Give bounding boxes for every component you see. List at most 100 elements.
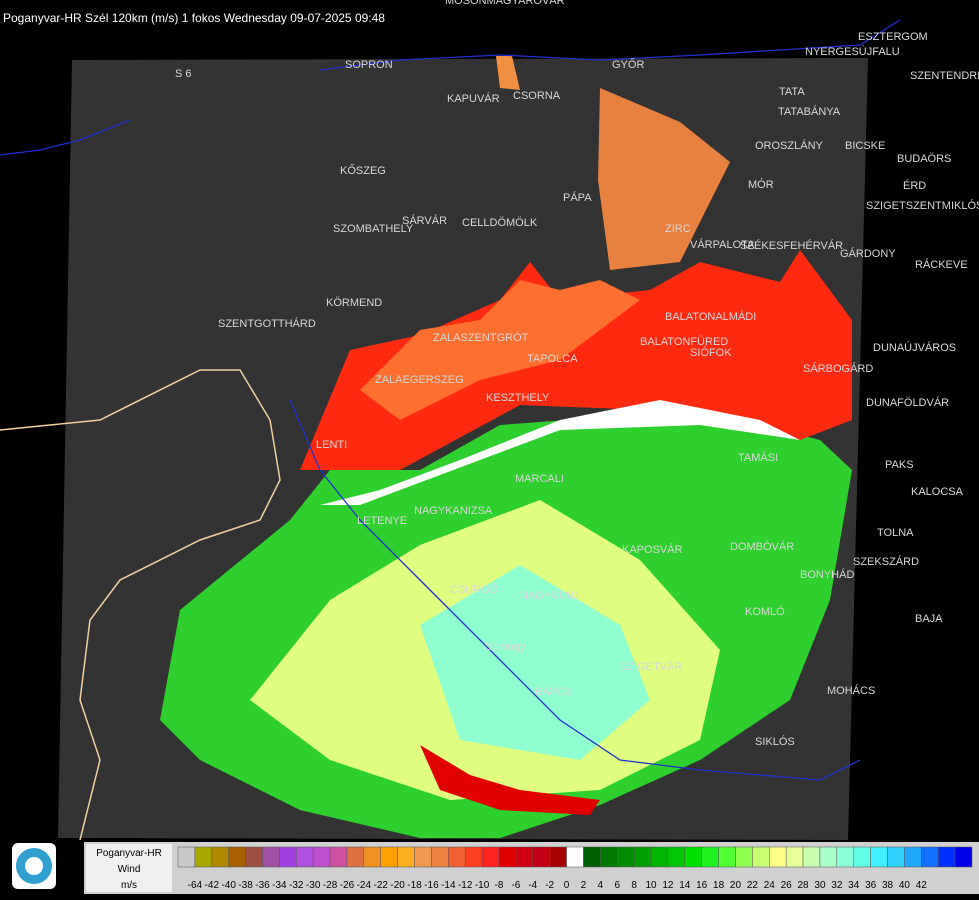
legend-swatch: [887, 846, 905, 868]
legend-label: 10: [645, 880, 657, 891]
legend-label: -42: [205, 880, 220, 891]
place-label: KOMLÓ: [745, 605, 785, 618]
legend-label: 20: [730, 880, 742, 891]
place-label: DUNAÚJVÁROS: [873, 341, 956, 354]
legend-swatch: [701, 846, 719, 868]
legend-swatch: [684, 846, 702, 868]
legend-swatch: [600, 846, 618, 868]
place-label: TAPOLCA: [527, 353, 578, 365]
legend-label: -2: [545, 880, 554, 891]
legend-swatch: [448, 846, 466, 868]
legend-label: 12: [662, 880, 674, 891]
place-label: SÁRVÁR: [402, 214, 447, 227]
title: Poganyvar-HR Szél 120km (m/s) 1 fokos We…: [3, 11, 385, 25]
legend-label: -12: [458, 880, 473, 891]
legend-swatch: [616, 846, 635, 868]
place-label: BICSKE: [845, 140, 885, 152]
legend-label: 8: [631, 880, 637, 891]
place-labels: MOSONMAGYARÓVÁR SOPRON KAPUVÁR CSORNA GYŐR TA…: [175, 0, 979, 748]
place-label: PAKS: [885, 459, 914, 471]
place-label: CSURGÓ: [450, 583, 499, 596]
place-label: NYERGESÚJFALU: [805, 45, 900, 58]
place-label: RÁCKEVE: [915, 258, 968, 271]
legend-label: -30: [306, 880, 321, 891]
place-label: KESZTHELY: [486, 392, 550, 404]
place-label: BALATONFÜRED: [640, 336, 728, 348]
place-label: KALOCSA: [911, 486, 964, 498]
legend-label: 22: [747, 880, 759, 891]
place-label: ZALASZENTGRÓT: [433, 331, 529, 344]
legend-label: -20: [390, 880, 405, 891]
legend-swatch: [329, 846, 348, 868]
place-label: KAPUVÁR: [447, 92, 500, 105]
place-label: TOLNA: [877, 527, 914, 539]
legend-swatch: [921, 846, 939, 868]
country-border: [0, 369, 281, 841]
legend-label: -22: [373, 880, 388, 891]
legend-swatch: [954, 846, 973, 868]
place-label: SZIGETSZENTMIKLÓS: [866, 199, 979, 212]
legend-swatch: [245, 846, 263, 868]
legend-label: 4: [598, 880, 604, 891]
legend-swatch: [752, 846, 770, 868]
place-label: NAGYKANIZSA: [414, 505, 493, 517]
legend-swatch: [583, 846, 601, 868]
legend-swatch: [228, 846, 246, 868]
place-label: BUDAÖRS: [897, 153, 951, 165]
place-label: MOSONMAGYARÓVÁR: [445, 0, 565, 7]
legend-label: 0: [564, 880, 570, 891]
legend-label: -4: [528, 880, 537, 891]
legend-label: 38: [882, 880, 894, 891]
legend-box: [86, 844, 172, 892]
place-label: ZALAEGERSZEG: [375, 374, 464, 386]
place-label: BARCS: [535, 686, 573, 698]
place-label: SZOMBATHELY: [333, 223, 414, 235]
legend-label: 36: [865, 880, 877, 891]
place-label: SZENTGOTTHÁRD: [218, 317, 316, 330]
place-label: S 6: [175, 68, 192, 80]
legend-label: 2: [581, 880, 587, 891]
place-label: SIÓFOK: [690, 346, 732, 359]
place-label: SZENTENDRE: [910, 70, 979, 82]
place-label: ESZTERGOM: [858, 31, 928, 43]
place-label: VÁRPALOTA: [690, 238, 755, 251]
legend-swatch: [904, 846, 922, 868]
place-label: KŐSZEG: [340, 163, 386, 177]
legend-label: -36: [255, 880, 270, 891]
legend-label: -6: [511, 880, 520, 891]
legend-label: -24: [357, 880, 372, 891]
legend-swatch: [296, 846, 314, 868]
place-label: BAJA: [915, 613, 943, 625]
place-label: MÓR: [748, 178, 774, 191]
legend-swatch: [211, 846, 229, 868]
legend-swatch: [667, 846, 686, 868]
place-label: TATA: [779, 86, 805, 98]
legend-label: 34: [848, 880, 860, 891]
legend-swatch: [262, 846, 280, 868]
place-label: SZEKSZÁRD: [853, 555, 919, 568]
legend-label: -8: [495, 880, 504, 891]
place-label: SIKLÓS: [755, 735, 795, 748]
borders: [0, 19, 901, 781]
legend-swatch: [870, 846, 888, 868]
place-label: OROSZLÁNY: [755, 139, 824, 152]
legend-swatch: [515, 846, 534, 868]
legend-label: 42: [916, 880, 928, 891]
place-label: BALATONALMÁDI: [665, 310, 756, 323]
legend-label: 14: [679, 880, 691, 891]
legend-swatch: [650, 846, 669, 868]
legend-label: -16: [424, 880, 439, 891]
legend-label: -14: [441, 880, 456, 891]
legend-swatch: [312, 846, 331, 868]
legend-swatch: [397, 846, 415, 868]
place-label: CSORNA: [513, 90, 561, 102]
legend-unit: m/s: [121, 880, 137, 891]
legend-label: -40: [221, 880, 236, 891]
place-label: TATABÁNYA: [778, 105, 841, 118]
legend-label: -34: [272, 880, 287, 891]
legend-swatch: [363, 846, 381, 868]
legend-swatch: [853, 846, 871, 868]
legend-swatch: [785, 846, 804, 868]
legend-label: 16: [696, 880, 708, 891]
